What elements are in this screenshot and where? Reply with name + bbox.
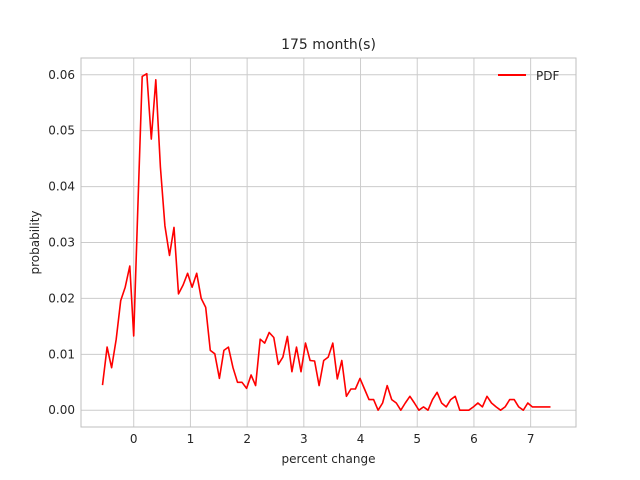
y-tick-label: 0.05 <box>48 124 75 138</box>
x-tick-label: 5 <box>413 432 421 446</box>
x-tick-label: 4 <box>357 432 365 446</box>
chart-title: 175 month(s) <box>281 37 376 53</box>
legend-label-pdf: PDF <box>536 69 559 83</box>
x-tick-label: 6 <box>470 432 478 446</box>
y-tick-label: 0.04 <box>48 180 75 194</box>
legend: PDF <box>498 69 559 83</box>
x-tick-label: 2 <box>243 432 251 446</box>
y-axis-ticks: 0.00 0.01 0.02 0.03 0.04 0.05 0.06 <box>48 68 75 417</box>
x-tick-label: 0 <box>130 432 138 446</box>
x-tick-label: 7 <box>527 432 535 446</box>
x-axis-ticks: 0 1 2 3 4 5 6 7 <box>130 432 535 446</box>
grid-lines <box>81 58 576 427</box>
y-tick-label: 0.02 <box>48 291 75 305</box>
y-tick-label: 0.03 <box>48 236 75 250</box>
pdf-series-line <box>101 72 551 411</box>
y-tick-label: 0.06 <box>48 68 75 82</box>
plot-area-frame <box>80 57 577 428</box>
y-tick-label: 0.01 <box>48 347 75 361</box>
x-tick-label: 3 <box>300 432 308 446</box>
y-tick-label: 0.00 <box>48 403 75 417</box>
x-axis-label: percent change <box>282 452 376 466</box>
y-axis-label: probability <box>28 210 42 274</box>
x-tick-label: 1 <box>187 432 195 446</box>
